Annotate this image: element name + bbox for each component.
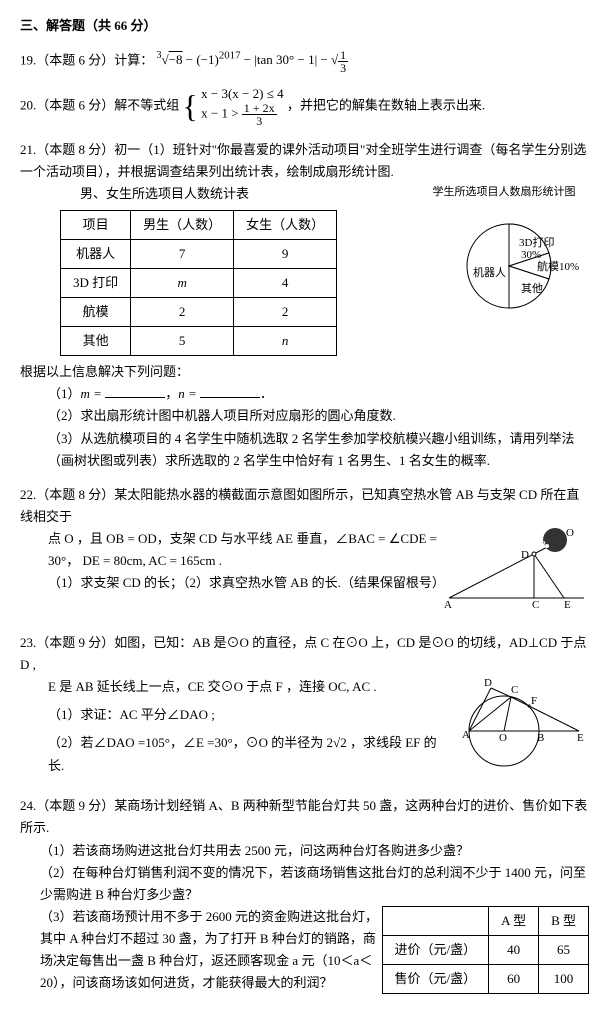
section-heading: 三、解答题（共 66 分） xyxy=(20,15,589,37)
pie-title: 学生所选项目人数扇形统计图 xyxy=(419,183,589,202)
p24-q3: （3）若该商场预计用不多于 2600 元的资金购进这批台灯，其中 A 种台灯不超… xyxy=(20,906,382,994)
svg-text:C: C xyxy=(511,684,518,696)
svg-text:C: C xyxy=(532,599,539,611)
table-row: 项目 男生（人数） 女生（人数） xyxy=(61,210,337,239)
th-girls: 女生（人数） xyxy=(234,210,337,239)
svg-text:30%: 30% xyxy=(521,249,541,261)
p21-post: 根据以上信息解决下列问题： xyxy=(20,361,589,383)
p23-intro: 23.（本题 9 分）如图，已知：AB 是⊙O 的直径，点 C 在⊙O 上，CD… xyxy=(20,632,589,676)
svg-text:机器人: 机器人 xyxy=(473,265,506,279)
svg-text:3D打印: 3D打印 xyxy=(519,235,554,249)
table-row: 进价（元/盏）4065 xyxy=(382,935,588,964)
svg-text:F: F xyxy=(531,695,537,707)
p22-cont: 点 O ，且 OB = OD，支架 CD 与水平线 AE 垂直，∠BAC = ∠… xyxy=(20,528,439,572)
p22-intro: 22.（本题 8 分）某太阳能热水器的横截面示意图如图所示，已知真空热水管 AB… xyxy=(20,484,589,528)
table-row: 机器人79 xyxy=(61,239,337,268)
p23-cont: E 是 AB 延长线上一点，CE 交⊙O 于点 F ，连接 OC, AC . xyxy=(20,676,449,698)
p21-intro: 21.（本题 8 分）初一（1）班针对"你最喜爱的课外活动项目"对全班学生进行调… xyxy=(20,139,589,183)
svg-text:D: D xyxy=(484,677,492,689)
p20-line1: x − 3(x − 2) ≤ 4 xyxy=(201,86,283,102)
p22-q1: （1）求支架 CD 的长；（2）求真空热水管 AB 的长.（结果保留根号） xyxy=(20,572,439,594)
svg-text:A: A xyxy=(462,729,470,741)
blank-m xyxy=(105,384,165,398)
frac-num: 1 + 2x xyxy=(242,102,277,115)
pie-chart: 3D打印 30% 航模10% 其他 机器人 xyxy=(429,201,579,321)
table-row: 售价（元/盏）60100 xyxy=(382,964,588,993)
svg-text:E: E xyxy=(564,599,571,611)
p23-q1: （1）求证：AC 平分∠DAO ; xyxy=(20,704,449,726)
p19-expression: 3√−8 − (−1)2017 − |tan 30° − 1| − √13 xyxy=(157,52,349,67)
brace-icon: { xyxy=(183,97,198,116)
p19-label: 19.（本题 6 分）计算： xyxy=(20,52,153,67)
p23-figure: A B C D E F O xyxy=(449,676,589,776)
problem-23: 23.（本题 9 分）如图，已知：AB 是⊙O 的直径，点 C 在⊙O 上，CD… xyxy=(20,632,589,783)
th-boys: 男生（人数） xyxy=(131,210,234,239)
th-project: 项目 xyxy=(61,210,131,239)
problem-24: 24.（本题 9 分）某商场计划经销 A、B 两种新型节能台灯共 50 盏，这两… xyxy=(20,795,589,994)
p23-q2: （2）若∠DAO =105°，∠E =30°，⊙O 的半径为 2√2 ，求线段 … xyxy=(20,732,449,776)
p20-line2: x − 1 > 1 + 2x3 xyxy=(201,102,283,127)
p24-intro: 24.（本题 9 分）某商场计划经销 A、B 两种新型节能台灯共 50 盏，这两… xyxy=(20,795,589,839)
p20-line2-pre: x − 1 > xyxy=(201,105,242,120)
p22-figure: A B C D E O xyxy=(439,528,589,613)
p20-tail: ，并把它的解集在数轴上表示出来. xyxy=(287,97,485,112)
problem-21: 21.（本题 8 分）初一（1）班针对"你最喜爱的课外活动项目"对全班学生进行调… xyxy=(20,139,589,472)
svg-text:B: B xyxy=(537,732,544,744)
frac-den: 3 xyxy=(242,115,277,127)
p24-q2: （2）在每种台灯销售利润不变的情况下，若该商场销售这批台灯的总利润不少于 140… xyxy=(20,862,589,906)
svg-text:O: O xyxy=(566,528,574,539)
table-row: 航模22 xyxy=(61,298,337,327)
p21-q2: （2）求出扇形统计图中机器人项目所对应扇形的圆心角度数. xyxy=(20,405,589,427)
p24-price-table: A 型B 型 进价（元/盏）4065 售价（元/盏）60100 xyxy=(382,906,589,994)
svg-text:D: D xyxy=(521,549,529,561)
p24-q1: （1）若该商场购进这批台灯共用去 2500 元，问这两种台灯各购进多少盏？ xyxy=(20,840,589,862)
table-row: 其他5n xyxy=(61,327,337,356)
p21-table: 项目 男生（人数） 女生（人数） 机器人79 3D 打印m4 航模22 其他5n xyxy=(60,210,337,356)
svg-text:O: O xyxy=(499,732,507,744)
svg-text:航模10%: 航模10% xyxy=(537,259,579,273)
table-row: A 型B 型 xyxy=(382,906,588,935)
problem-19: 19.（本题 6 分）计算： 3√−8 − (−1)2017 − |tan 30… xyxy=(20,47,589,74)
p21-q1: （1）m = ，n = ． xyxy=(20,383,589,405)
p21-q3: （3）从选航模项目的 4 名学生中随机选取 2 名学生参加学校航模兴趣小组训练，… xyxy=(20,428,589,472)
svg-text:其他: 其他 xyxy=(521,282,543,295)
table-row: 3D 打印m4 xyxy=(61,269,337,298)
p20-system: x − 3(x − 2) ≤ 4 x − 1 > 1 + 2x3 xyxy=(201,86,283,127)
problem-22: 22.（本题 8 分）某太阳能热水器的横截面示意图如图所示，已知真空热水管 AB… xyxy=(20,484,589,620)
p21-table-caption: 男、女生所选项目人数统计表 xyxy=(20,183,419,205)
svg-text:E: E xyxy=(577,732,584,744)
problem-20: 20.（本题 6 分）解不等式组 { x − 3(x − 2) ≤ 4 x − … xyxy=(20,86,589,127)
p20-label: 20.（本题 6 分）解不等式组 xyxy=(20,97,179,112)
svg-text:B: B xyxy=(539,539,546,551)
blank-n xyxy=(200,384,260,398)
svg-text:A: A xyxy=(444,599,452,611)
